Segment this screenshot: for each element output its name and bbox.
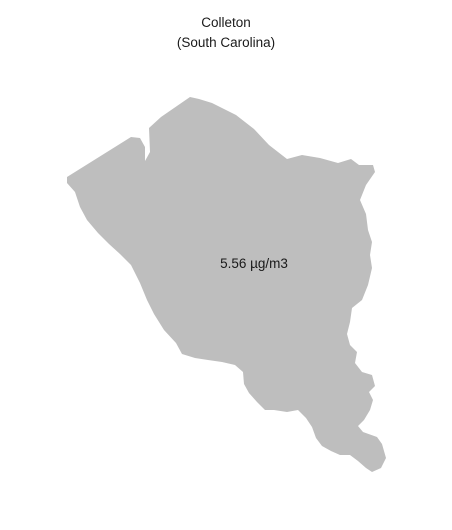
county-shape-colleton	[67, 97, 386, 472]
map-subtitle: (South Carolina)	[176, 35, 276, 50]
region-value-label: 5.56 µg/m3	[220, 256, 288, 271]
map-title: Colleton	[201, 15, 251, 30]
map-title-block: Colleton (South Carolina)	[0, 13, 452, 53]
